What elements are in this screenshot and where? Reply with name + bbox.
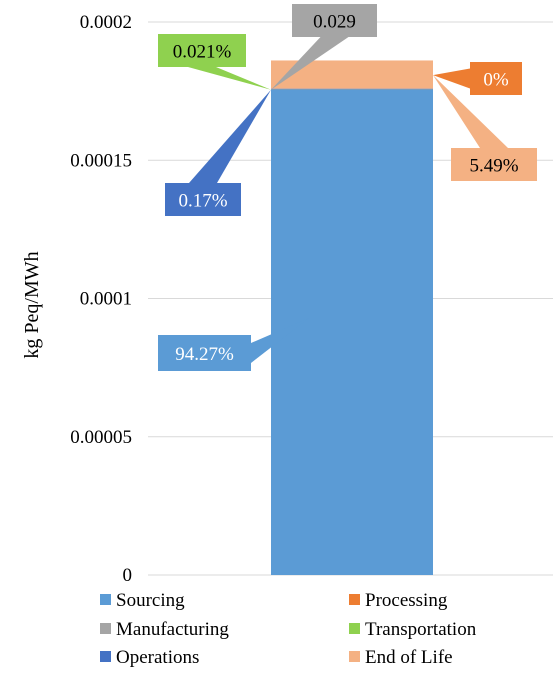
data-label: 0% xyxy=(483,70,509,91)
legend-swatch xyxy=(349,651,360,662)
data-label: 0.029 xyxy=(313,12,356,33)
y-tick-label: 0 xyxy=(123,565,133,586)
y-tick-label: 0.0002 xyxy=(80,12,132,33)
legend-swatch xyxy=(349,594,360,605)
data-label: 0.021% xyxy=(173,42,232,63)
y-axis-label: kg Peq/MWh xyxy=(21,251,43,358)
data-label: 5.49% xyxy=(469,156,518,177)
legend-label: Operations xyxy=(116,647,199,668)
y-axis-ticks: 0 0.00005 0.0001 0.00015 0.0002 xyxy=(70,12,132,586)
legend-swatch xyxy=(349,623,360,634)
bar-stack xyxy=(271,60,433,576)
callout-box xyxy=(165,183,241,216)
legend-label: Processing xyxy=(365,590,448,611)
data-label: 0.17% xyxy=(178,191,227,212)
bar-segment-operations xyxy=(271,88,433,90)
legend: Sourcing Processing Manufacturing Transport… xyxy=(100,590,477,668)
callout-pointer xyxy=(271,37,349,90)
callout-box xyxy=(158,34,246,67)
callout-pointer xyxy=(188,67,271,90)
callout-box xyxy=(470,62,522,95)
data-labels: 94.27% 0.17% 0.021% 0.029 0% 5.49% xyxy=(158,4,537,371)
callout-pointer xyxy=(251,318,309,363)
callout-pointer xyxy=(189,89,271,183)
callout-box xyxy=(292,4,377,37)
callout-box xyxy=(158,335,251,371)
y-tick-label: 0.00015 xyxy=(70,150,132,171)
legend-swatch xyxy=(100,594,111,605)
legend-label: End of Life xyxy=(365,647,453,668)
legend-label: Manufacturing xyxy=(116,619,229,640)
bar-segment-sourcing xyxy=(271,89,433,576)
callout-pointer xyxy=(433,68,470,89)
legend-label: Sourcing xyxy=(116,590,185,611)
data-label: 94.27% xyxy=(175,344,234,365)
y-tick-label: 0.0001 xyxy=(80,289,132,310)
callout-pointer xyxy=(433,75,508,148)
y-tick-label: 0.00005 xyxy=(70,427,132,448)
legend-label: Transportation xyxy=(365,619,477,640)
legend-swatch xyxy=(100,623,111,634)
callout-box xyxy=(451,148,537,181)
legend-swatch xyxy=(100,651,111,662)
